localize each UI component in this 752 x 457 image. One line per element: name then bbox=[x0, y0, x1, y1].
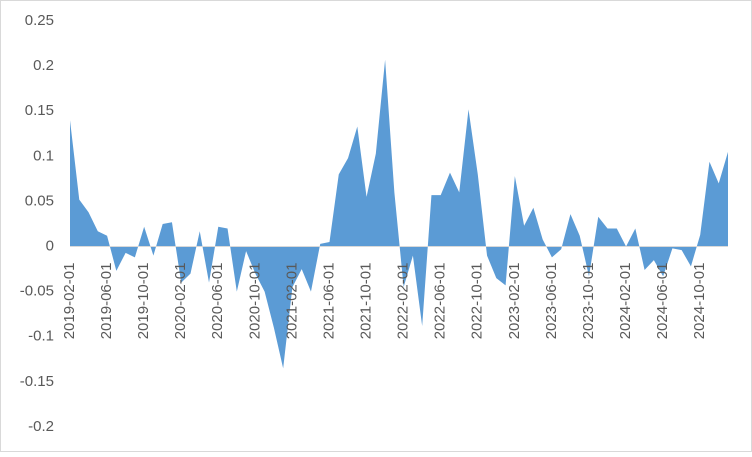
y-tick-label: -0.2 bbox=[28, 418, 54, 435]
x-tick-label: 2024-06-01 bbox=[654, 263, 671, 340]
y-tick-label: 0.25 bbox=[25, 12, 54, 29]
y-tick-label: 0 bbox=[46, 238, 54, 255]
y-tick-label: -0.15 bbox=[20, 373, 54, 390]
x-tick-label: 2023-10-01 bbox=[580, 263, 597, 340]
x-tick-label: 2022-06-01 bbox=[432, 263, 449, 340]
y-tick-label: 0.15 bbox=[25, 102, 54, 119]
x-tick-label: 2021-10-01 bbox=[358, 263, 375, 340]
x-tick-label: 2021-02-01 bbox=[283, 263, 300, 340]
y-tick-label: 0.05 bbox=[25, 192, 54, 209]
y-tick-label: -0.05 bbox=[20, 283, 54, 300]
y-tick-label: 0.1 bbox=[33, 147, 54, 164]
x-tick-label: 2020-10-01 bbox=[246, 263, 263, 340]
y-tick-label: -0.1 bbox=[28, 328, 54, 345]
x-tick-label: 2023-02-01 bbox=[506, 263, 523, 340]
x-tick-label: 2020-06-01 bbox=[209, 263, 226, 340]
x-tick-label: 2020-02-01 bbox=[172, 263, 189, 340]
x-tick-label: 2019-06-01 bbox=[98, 263, 115, 340]
x-tick-label: 2023-06-01 bbox=[543, 263, 560, 340]
x-tick-label: 2024-02-01 bbox=[617, 263, 634, 340]
x-tick-label: 2022-02-01 bbox=[395, 263, 412, 340]
x-tick-label: 2022-10-01 bbox=[469, 263, 486, 340]
x-tick-label: 2019-02-01 bbox=[61, 263, 78, 340]
x-tick-label: 2024-10-01 bbox=[691, 263, 708, 340]
x-tick-label: 2021-06-01 bbox=[320, 263, 337, 340]
x-tick-label: 2019-10-01 bbox=[135, 263, 152, 340]
y-tick-label: 0.2 bbox=[33, 57, 54, 74]
